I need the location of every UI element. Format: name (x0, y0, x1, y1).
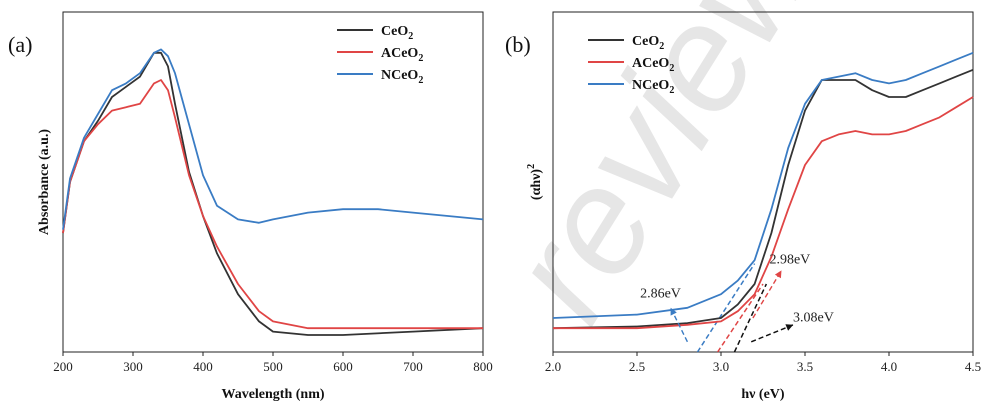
x-tick-label: 2.0 (545, 359, 561, 374)
y-axis-label: (αhν)2 (526, 164, 544, 200)
annotation-label: 3.08eV (793, 310, 834, 325)
panel-a: 200 300 400 500 600 700 800 Wavelength (nm) Abso… (8, 11, 493, 402)
x-tick-label: 2.5 (629, 359, 645, 374)
annotation-arrow (669, 307, 689, 343)
x-tick-label: 400 (193, 359, 213, 374)
x-tick-label: 300 (123, 359, 143, 374)
panel-label: (b) (505, 32, 531, 57)
x-tick-label: 3.0 (713, 359, 729, 374)
series-line-nceo (552, 51, 974, 319)
annotation-arrowhead (785, 324, 794, 331)
legend-label: NCeO2 (632, 78, 674, 96)
x-tick-label: 4.5 (965, 359, 981, 374)
x-axis-label: Wavelength (nm) (221, 387, 324, 402)
series-line-ceo (62, 51, 484, 336)
annotation-arrow (752, 270, 783, 319)
legend-label: NCeO2 (381, 68, 423, 86)
legend-label: CeO2 (632, 34, 664, 52)
annotation-label: 2.86eV (640, 287, 681, 302)
legend-label: ACeO2 (381, 46, 423, 64)
legend-label: CeO2 (381, 24, 413, 42)
panel-b: 2.0 2.5 3.0 3.5 4.0 4.5 hν (eV) (αhν)2 (b) 2.86eV… (505, 11, 981, 402)
tangent-line (717, 283, 764, 353)
legend-label: ACeO2 (632, 56, 674, 74)
annotation-arrowhead (670, 307, 677, 316)
series-line-aceo (553, 96, 974, 330)
annotation-label: 2.98eV (769, 253, 810, 268)
plot-frame (552, 11, 974, 353)
tangent-line (733, 283, 768, 353)
x-tick-label: 3.5 (797, 359, 813, 374)
y-axis-label: Absorbance (a.u.) (37, 129, 52, 236)
x-tick-label: 200 (53, 359, 73, 374)
annotation-arrowhead (774, 270, 782, 279)
x-tick-label: 500 (263, 359, 283, 374)
series-line-aceo (62, 79, 483, 330)
x-axis-label: hν (eV) (741, 387, 785, 402)
tangent-line (696, 263, 756, 353)
panel-label: (a) (8, 32, 32, 57)
x-tick-label: 4.0 (881, 359, 897, 374)
series-line-nceo (62, 48, 484, 230)
x-tick-label: 600 (333, 359, 353, 374)
x-tick-label: 800 (473, 359, 493, 374)
x-tick-label: 700 (403, 359, 423, 374)
